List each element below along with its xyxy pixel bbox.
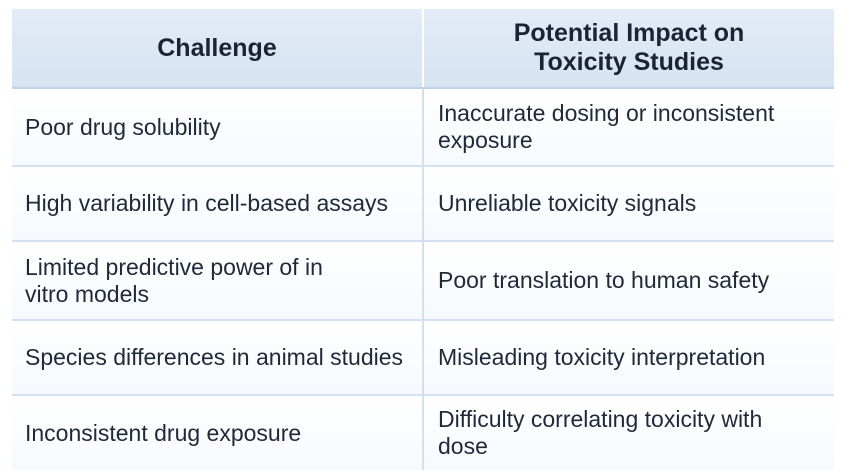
challenge-cell: Limited predictive power of in vitro mod… — [12, 240, 423, 320]
header-impact: Potential Impact on Toxicity Studies — [422, 9, 834, 89]
impact-cell: Misleading toxicity interpretation — [422, 319, 834, 395]
table-row: Inconsistent drug exposure Difficulty co… — [12, 394, 834, 470]
challenge-cell: High variability in cell-based assays — [12, 165, 423, 241]
challenge-cell: Species differences in animal studies — [12, 319, 423, 395]
impact-cell: Unreliable toxicity signals — [422, 165, 834, 241]
challenges-table: Challenge Potential Impact on Toxicity S… — [12, 9, 834, 470]
header-row: Challenge Potential Impact on Toxicity S… — [12, 9, 834, 89]
impact-cell: Poor translation to human safety — [422, 240, 834, 320]
header-challenge: Challenge — [12, 9, 423, 89]
table-row: Limited predictive power of in vitro mod… — [12, 240, 834, 320]
table-row: High variability in cell-based assays Un… — [12, 165, 834, 241]
challenges-table-container: Challenge Potential Impact on Toxicity S… — [12, 9, 834, 470]
impact-cell: Inaccurate dosing or inconsistent exposu… — [422, 87, 834, 166]
table-body: Poor drug solubility Inaccurate dosing o… — [12, 87, 834, 470]
table-row: Poor drug solubility Inaccurate dosing o… — [12, 87, 834, 166]
challenge-cell: Inconsistent drug exposure — [12, 394, 423, 470]
impact-cell: Difficulty correlating toxicity with dos… — [422, 394, 834, 470]
table-header: Challenge Potential Impact on Toxicity S… — [12, 9, 834, 89]
table-row: Species differences in animal studies Mi… — [12, 319, 834, 395]
challenge-cell: Poor drug solubility — [12, 87, 423, 166]
